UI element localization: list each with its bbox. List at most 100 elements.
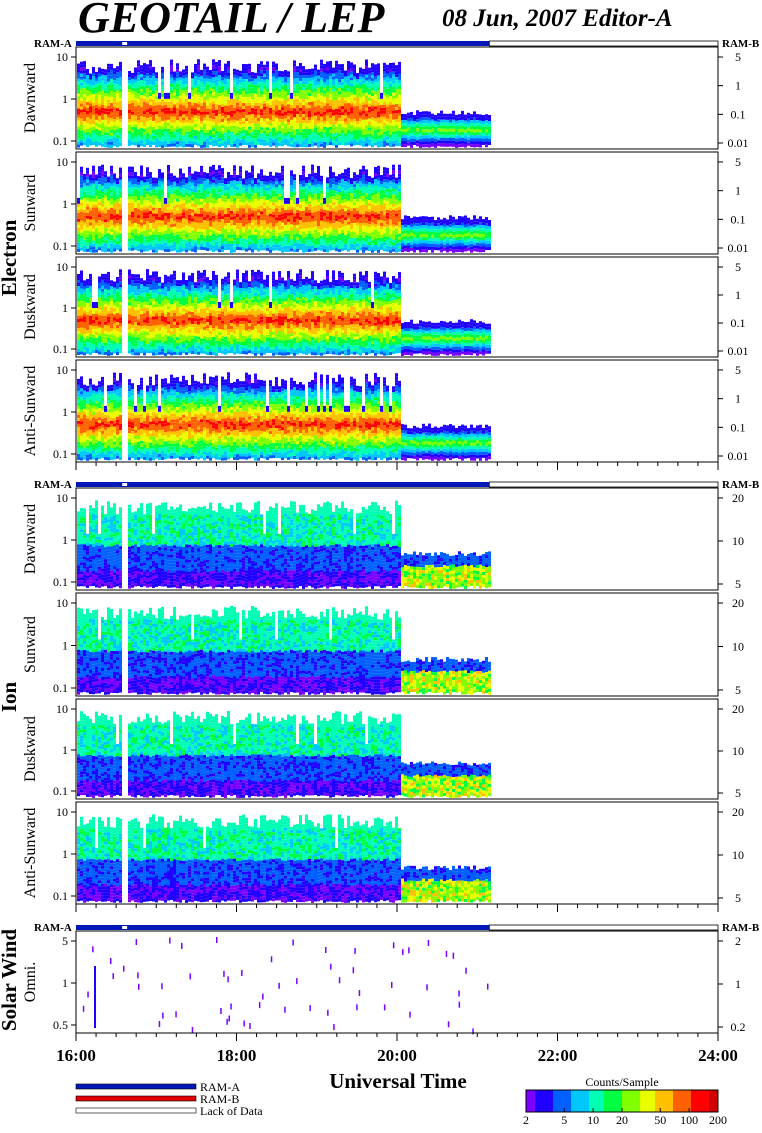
heat-cell [452,135,455,138]
heat-cell [95,175,98,178]
heat-cell [89,244,92,247]
heat-cell [224,142,227,145]
heat-cell [119,204,122,207]
heat-cell [227,139,230,142]
heat-cell [245,94,248,97]
heat-cell [149,226,152,229]
heat-cell [242,82,245,85]
heat-cell [239,140,242,143]
heat-cell [293,108,296,111]
heat-cell [188,120,191,123]
heat-cell [146,248,149,251]
heat-cell [461,126,464,129]
heat-cell [86,201,89,204]
heat-cell [119,189,122,192]
heat-cell [143,177,146,180]
heat-cell [140,187,143,190]
heat-cell [95,238,98,241]
heat-cell [86,189,89,192]
heat-cell [116,208,119,211]
heat-cell [146,64,149,67]
heat-cell [281,134,284,137]
heat-cell [143,78,146,81]
heat-cell [479,136,482,139]
heat-cell [80,125,83,128]
heat-cell [137,227,140,230]
heat-cell [335,100,338,103]
heat-cell [488,124,491,127]
heat-cell [116,81,119,84]
heat-cell [350,137,353,140]
heat-cell [158,214,161,217]
heat-cell [146,106,149,109]
heat-cell [338,97,341,100]
heat-cell [377,129,380,132]
heat-cell [215,128,218,131]
heat-cell [314,77,317,80]
heat-cell [398,110,401,113]
heat-cell [119,186,122,189]
heat-cell [320,87,323,90]
heat-cell [113,246,116,249]
heat-cell [323,82,326,85]
heat-cell [437,122,440,125]
heat-cell [167,201,170,204]
heat-cell [158,108,161,111]
heat-cell [335,106,338,109]
heat-cell [365,123,368,126]
heat-cell [98,104,101,107]
heat-cell [344,131,347,134]
heat-cell [266,136,269,139]
heat-cell [140,190,143,193]
heat-cell [455,130,458,133]
heat-cell [317,79,320,82]
heat-cell [323,130,326,133]
heat-cell [281,110,284,113]
heat-cell [215,89,218,92]
heat-cell [170,75,173,78]
heat-cell [332,125,335,128]
heat-cell [92,232,95,235]
heat-cell [140,119,143,122]
heat-cell [110,106,113,109]
heat-cell [215,125,218,128]
heat-cell [158,129,161,132]
heat-cell [398,125,401,128]
heat-cell [128,233,131,236]
heat-cell [119,246,122,249]
heat-cell [416,110,419,113]
heat-cell [161,106,164,109]
heat-cell [134,125,137,128]
heat-cell [176,87,179,90]
heat-cell [380,138,383,141]
heat-cell [248,100,251,103]
heat-cell [344,95,347,98]
heat-cell [92,130,95,133]
heat-cell [245,130,248,133]
heat-cell [221,86,224,89]
heat-cell [395,128,398,131]
heat-cell [377,117,380,120]
heat-cell [134,181,137,184]
heat-cell [443,120,446,123]
heat-cell [317,70,320,73]
heat-cell [83,195,86,198]
heat-cell [140,128,143,131]
heat-cell [134,134,137,137]
heat-cell [224,115,227,118]
heat-cell [329,64,332,67]
heat-cell [119,225,122,228]
heat-cell [80,95,83,98]
heat-cell [371,123,374,126]
heat-cell [221,101,224,104]
heat-cell [113,74,116,77]
heat-cell [320,63,323,66]
heat-cell [428,145,431,148]
heat-cell [101,198,104,201]
heat-cell [194,64,197,67]
heat-cell [254,100,257,103]
heat-cell [308,120,311,123]
heat-cell [152,127,155,130]
heat-cell [485,135,488,138]
heat-cell [479,115,482,118]
